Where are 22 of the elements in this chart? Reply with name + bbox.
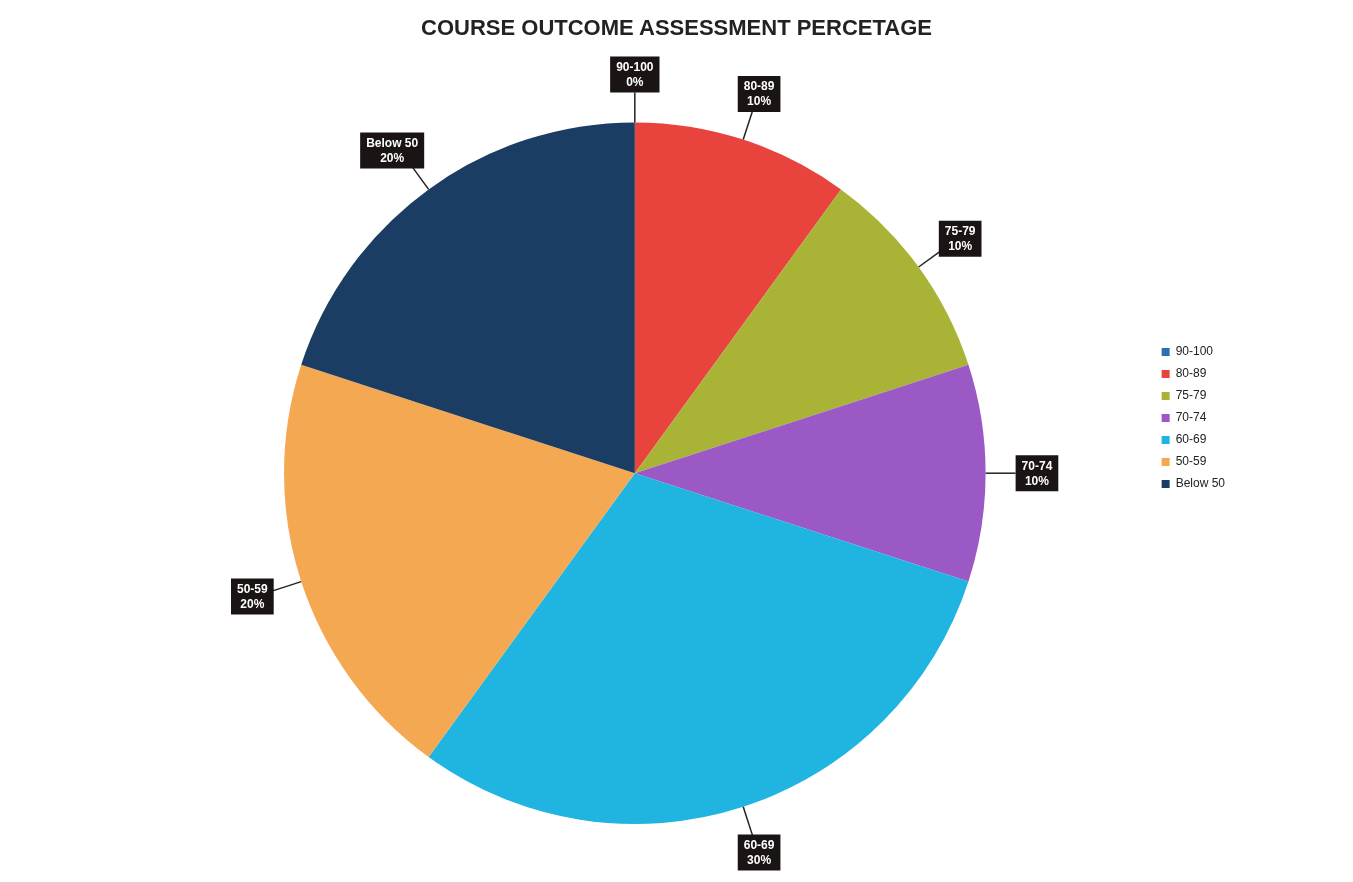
data-label: 30% [747, 852, 772, 867]
category-label: 90-100 [616, 59, 654, 74]
slice-label: 75-79 [944, 224, 976, 239]
data-label: 20% [240, 596, 265, 611]
slice-label: 60-69 [743, 837, 775, 852]
legend-label: Below 50 [1175, 476, 1226, 491]
slice-label: 50-59 [237, 581, 269, 596]
legend-label: 50-59 [1175, 454, 1207, 469]
data-label: 10% [1024, 473, 1050, 488]
data-label: 20% [380, 150, 405, 165]
legend-label: 70-74 [1175, 410, 1207, 425]
text: 0% [626, 74, 644, 89]
legend-label: 80-89 [1175, 366, 1207, 381]
slice-label: 70-74 [1021, 458, 1053, 473]
data-label: 10% [747, 94, 772, 109]
data-label: 10% [948, 239, 973, 254]
legend-label: 75-79 [1175, 388, 1207, 403]
slice-label: 80-89 [743, 79, 775, 94]
chart-title: COURSE OUTCOME ASSESSMENT PERCETAGE [421, 15, 932, 41]
slice-label: Below 50 [366, 135, 419, 150]
legend-label: 90-100 [1175, 344, 1214, 359]
legend-label: 60-69 [1175, 432, 1207, 447]
